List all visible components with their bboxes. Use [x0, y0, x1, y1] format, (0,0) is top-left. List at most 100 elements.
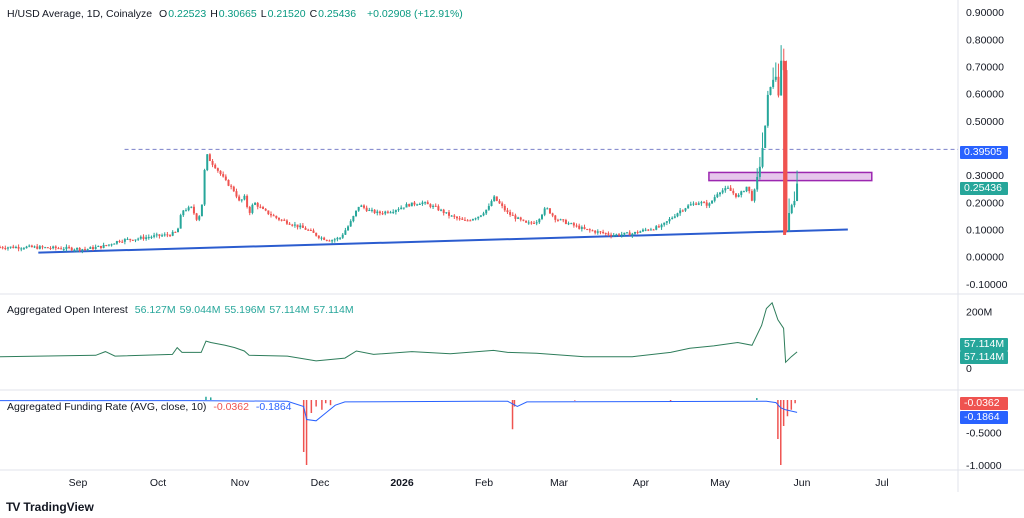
candle-body: [495, 196, 498, 201]
level-price-tag: 0.39505: [960, 146, 1008, 159]
funding-legend: Aggregated Funding Rate (AVG, close, 10)…: [7, 401, 296, 413]
candle-body: [703, 202, 706, 204]
candle-body: [490, 201, 493, 207]
candle-body: [9, 246, 12, 248]
open-interest-value: 59.044M: [179, 304, 221, 316]
candle-body: [764, 125, 767, 148]
candle-body: [235, 191, 238, 197]
candle-body: [60, 248, 63, 250]
candle-body: [679, 210, 682, 214]
candle-body: [756, 176, 759, 190]
ohlc-label: H: [210, 8, 218, 20]
candle-body: [721, 190, 724, 193]
candle-body: [594, 230, 597, 233]
time-axis-label: Jul: [875, 477, 888, 489]
ohlc-values: O0.22523 H0.30665 L0.21520 C0.25436: [159, 8, 360, 20]
time-axis-label: Feb: [475, 477, 493, 489]
time-axis-label: Apr: [633, 477, 650, 489]
candle-body: [33, 246, 36, 248]
candle-body: [113, 243, 116, 245]
candle-body: [68, 246, 71, 248]
candle-body: [328, 240, 331, 242]
candle-body: [4, 248, 7, 250]
time-axis-label: Mar: [550, 477, 569, 489]
candle-body: [772, 79, 775, 87]
candle-body: [514, 215, 517, 219]
candle-body: [657, 226, 660, 228]
time-axis-label: 2026: [390, 477, 414, 489]
candle-body: [477, 216, 480, 219]
candle-body: [448, 212, 451, 216]
tradingview-logo[interactable]: TV TradingView: [6, 500, 94, 514]
open-interest-title[interactable]: Aggregated Open Interest: [7, 304, 128, 316]
candle-body: [556, 219, 559, 221]
candle-body: [591, 230, 594, 232]
candle-body: [195, 213, 198, 220]
candle-body: [285, 220, 288, 224]
candle-body: [139, 236, 142, 239]
candle-body: [230, 185, 233, 187]
candle-body: [647, 229, 650, 231]
price-axis-label: -0.10000: [966, 279, 1008, 291]
open-interest-value: 57.114M: [269, 304, 310, 316]
candle-body: [466, 220, 469, 222]
candle-body: [413, 202, 416, 205]
price-axis-label: 0.90000: [966, 7, 1004, 19]
candle-body: [564, 219, 567, 224]
candle-body: [20, 248, 23, 250]
candle-body: [208, 154, 211, 162]
candle-body: [198, 216, 201, 220]
candle-body: [134, 239, 137, 241]
candle-body: [336, 237, 339, 240]
ohlc-value: 0.25436: [318, 8, 357, 20]
candle-body: [424, 202, 427, 204]
candle-body: [793, 200, 796, 206]
change-value: +0.02908 (+12.91%): [367, 8, 463, 20]
candle-body: [227, 179, 230, 186]
candle-body: [384, 211, 387, 214]
candle-body: [355, 210, 358, 217]
candle-body: [602, 231, 605, 234]
candle-body: [192, 206, 195, 214]
funding-title[interactable]: Aggregated Funding Rate (AVG, close, 10): [7, 401, 207, 413]
candle-body: [240, 199, 243, 201]
candle-body: [511, 214, 514, 216]
open-interest-value: 56.127M: [134, 304, 176, 316]
candle-body: [243, 195, 246, 200]
candle-body: [788, 212, 791, 231]
candle-body: [506, 210, 509, 213]
candle-body: [376, 211, 379, 214]
candle-body: [269, 214, 272, 216]
candle-body: [307, 229, 310, 231]
candle-body: [38, 246, 41, 249]
symbol-title[interactable]: H/USD Average, 1D, Coinalyze: [7, 8, 153, 20]
candle-body: [540, 214, 543, 219]
candle-body: [394, 210, 397, 212]
candle-body: [429, 204, 432, 207]
open-interest-values: 56.127M 59.044M 55.196M 57.114M 57.114M: [135, 304, 358, 316]
candle-body: [487, 206, 490, 210]
candle-body: [76, 248, 79, 250]
candle-body: [769, 86, 772, 95]
candle-body: [12, 246, 15, 249]
funding-axis-label: -1.0000: [966, 460, 1002, 472]
candle-body: [320, 237, 323, 239]
candle-body: [548, 208, 551, 214]
candle-body: [317, 235, 320, 238]
candle-body: [570, 223, 573, 225]
candle-body: [365, 207, 368, 211]
candle-body: [267, 210, 270, 215]
candle-body: [636, 231, 639, 233]
candle-body: [533, 222, 536, 224]
candle-body: [272, 215, 275, 217]
candle-body: [578, 225, 581, 229]
candle-body: [126, 238, 129, 240]
candle-body: [158, 234, 161, 236]
candle-body: [416, 204, 419, 206]
price-axis-label: 0.20000: [966, 197, 1004, 209]
candle-body: [49, 247, 52, 249]
candle-body: [219, 170, 222, 175]
candle-body: [734, 193, 737, 197]
candle-body: [309, 230, 312, 232]
